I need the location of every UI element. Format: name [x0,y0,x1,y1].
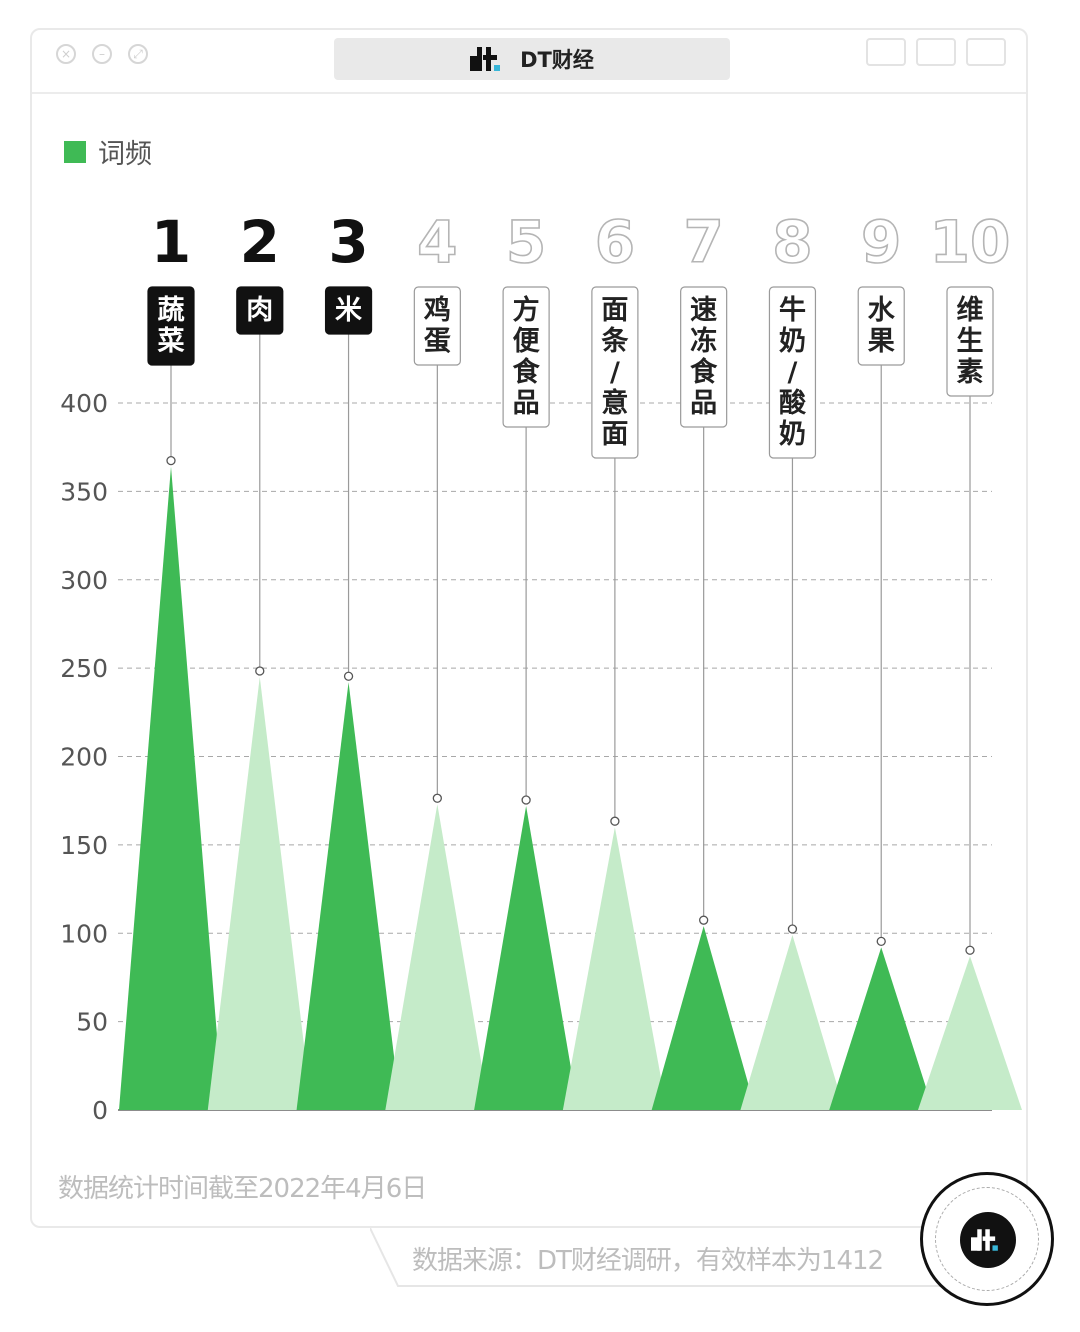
rank-label: 6 [595,208,635,276]
rank-label: 2 [240,208,280,276]
category-label: 牛奶/酸奶 [779,295,807,450]
category-box [502,286,550,428]
category-label: 肉 [246,295,273,326]
source-text: 数据来源：DT财经调研，有效样本为1412 [412,1246,884,1276]
share-button[interactable] [916,38,956,66]
data-point [166,455,176,466]
data-point [521,795,531,805]
bar-9 [829,947,934,1110]
rank-label: 10 [930,208,1011,276]
window-title: DT财经 [520,48,594,72]
rank-label: 8 [772,208,812,276]
category-label: 蔬菜 [157,295,185,357]
data-point [965,945,975,955]
data-point [432,793,442,803]
bar-4 [385,804,490,1110]
dt-logo-icon [971,1229,998,1251]
record-button[interactable] [866,38,906,66]
category-label: 水果 [868,295,896,357]
badge-core [960,1212,1016,1268]
data-point [343,671,354,681]
category-box [680,286,728,428]
data-point [876,936,886,947]
category-box [147,286,195,366]
data-point [255,666,265,676]
bar-7 [651,926,756,1110]
y-tick-label: 350 [60,477,108,506]
data-point [787,924,798,934]
rank-label: 9 [861,208,901,276]
category-label: 方便食品 [513,294,541,419]
category-label: 米 [335,295,362,326]
category-box [236,286,284,335]
maximize-icon[interactable]: ⤢ [128,44,148,64]
data-point [610,816,620,826]
category-label: 速冻食品 [690,295,718,419]
y-tick-label: 100 [60,919,108,948]
footnote: 数据统计时间截至2022年4月6日 [58,1174,427,1204]
y-tick-label: 400 [60,389,108,418]
category-label: 面条/意面 [601,295,629,450]
rank-label: 1 [151,208,191,276]
bar-10 [918,956,1022,1110]
source-bar [370,1228,950,1287]
legend-label: 词频 [98,139,152,170]
category-box [324,286,373,335]
title-pill: DT财经 [334,38,730,80]
rank-label: 7 [683,208,723,276]
y-tick-label: 0 [92,1096,108,1125]
category-box [857,286,905,366]
badge-ring [935,1187,1039,1291]
y-tick-label: 300 [60,566,108,595]
window-button[interactable] [966,38,1006,66]
category-label: 鸡蛋 [423,295,451,357]
y-tick-label: 150 [60,831,108,860]
dt-badge[interactable] [920,1172,1054,1306]
y-tick-label: 200 [60,743,108,772]
y-tick-label: 50 [76,1008,108,1037]
bar-3 [296,682,401,1110]
category-label: 维生素 [957,295,984,388]
legend: 词频 [64,132,152,171]
rank-label: 4 [417,208,457,276]
close-icon[interactable]: × [56,44,76,64]
dt-logo-icon [470,47,501,71]
title-bar: × – ⤢ DT财经 [32,30,1026,94]
minimize-icon[interactable]: – [92,44,112,64]
category-box [946,286,994,397]
data-point [699,915,709,925]
bar-6 [562,827,667,1110]
bar-8 [740,935,845,1110]
y-tick-label: 250 [60,654,108,683]
category-box [413,286,461,366]
bar-5 [474,805,579,1110]
rank-label: 3 [328,208,368,276]
rank-label: 5 [506,208,546,276]
category-box [768,286,817,459]
legend-swatch [64,140,86,163]
bar-1 [119,466,223,1110]
category-box [591,286,639,459]
bar-2 [207,676,312,1110]
